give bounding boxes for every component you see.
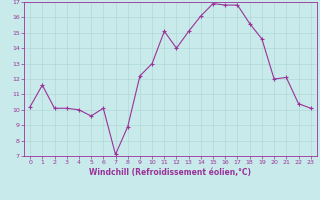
X-axis label: Windchill (Refroidissement éolien,°C): Windchill (Refroidissement éolien,°C) bbox=[89, 168, 252, 177]
